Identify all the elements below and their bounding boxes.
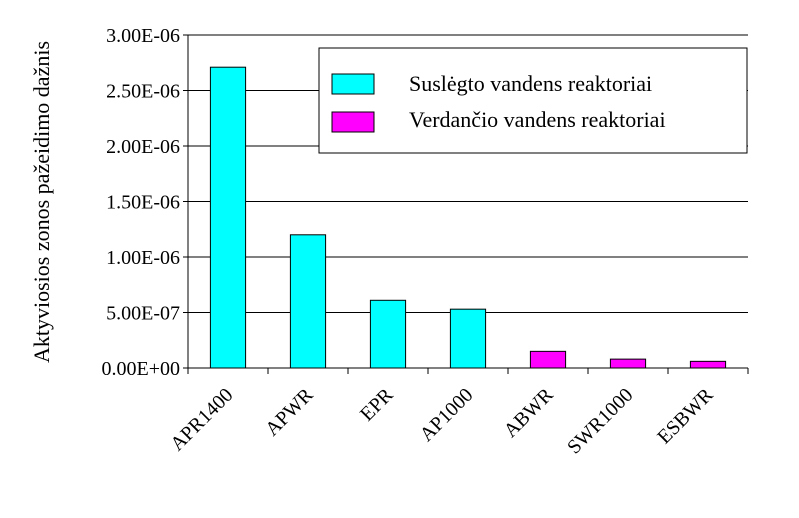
legend-label-pwr: Suslėgto vandens reaktoriai	[409, 71, 652, 96]
legend-box	[318, 47, 748, 154]
x-tick-label: AP1000	[416, 384, 478, 446]
x-tick-label: ABWR	[500, 384, 558, 442]
x-tick-labels: APR1400 APWR EPR AP1000 ABWR SWR1000 ESBWR	[166, 384, 718, 459]
x-tick-label: ESBWR	[653, 384, 718, 449]
bars	[209, 66, 727, 369]
bar-ap1000	[449, 308, 487, 369]
y-tick-label: 2.00E-06	[106, 136, 180, 158]
legend-swatch-pwr	[331, 73, 375, 95]
y-tick-label: 0.00E+00	[102, 358, 181, 380]
legend: Suslėgto vandens reaktoriai Verdančio va…	[318, 47, 748, 154]
y-tick-label: 3.00E-06	[106, 25, 180, 47]
legend-swatch-bwr	[331, 111, 375, 133]
y-tick-label: 5.00E-07	[106, 303, 180, 325]
y-axis-title: Aktyviosios zonos pažeidimo dažnis	[29, 41, 54, 363]
x-tick-label: APR1400	[166, 384, 237, 455]
y-tick-label: 1.00E-06	[106, 247, 180, 269]
y-tick-labels: 0.00E+00 5.00E-07 1.00E-06 1.50E-06 2.00E-06…	[102, 25, 188, 380]
bar-esbwr	[689, 360, 727, 369]
x-tick-label: EPR	[356, 384, 398, 426]
legend-label-bwr: Verdančio vandens reaktoriai	[409, 107, 666, 132]
x-tick-label: SWR1000	[563, 384, 637, 458]
bar-apwr	[289, 234, 327, 369]
bar-abwr	[529, 350, 567, 369]
y-tick-label: 2.50E-06	[106, 81, 180, 103]
bar-swr1000	[609, 358, 647, 369]
y-tick-label: 1.50E-06	[106, 192, 180, 214]
bar-apr1400	[209, 66, 247, 369]
bar-epr	[369, 299, 407, 369]
x-tick-label: APWR	[261, 384, 318, 441]
